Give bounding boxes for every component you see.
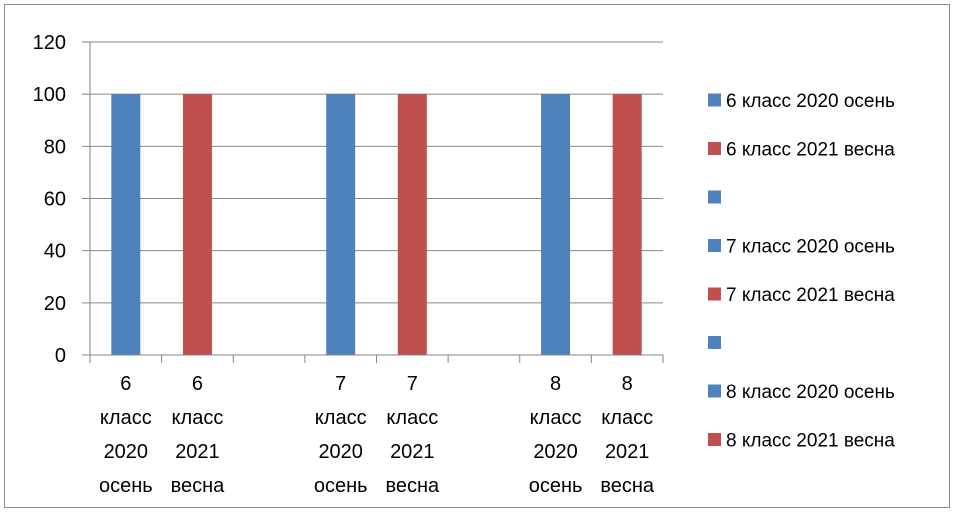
x-tick-label: класс <box>315 407 367 429</box>
legend-swatch <box>708 287 721 301</box>
x-tick-label: 2020 <box>104 441 149 463</box>
x-tick-label: класс <box>100 407 152 429</box>
x-tick-label: 6 <box>120 373 131 395</box>
x-tick-label: осень <box>99 475 153 497</box>
legend-label: 6 класс 2021 весна <box>726 140 895 161</box>
legend-swatch <box>708 142 721 155</box>
legend-label: 8 класс 2020 осень <box>726 382 895 403</box>
y-tick-label: 0 <box>55 345 66 367</box>
y-tick-label: 60 <box>44 189 66 211</box>
x-tick-label: класс <box>530 407 582 429</box>
x-tick-label: весна <box>600 475 655 497</box>
x-tick-label: осень <box>529 475 583 497</box>
y-tick-label: 40 <box>44 241 66 263</box>
x-tick-label: класс <box>172 407 224 429</box>
x-tick-label: весна <box>171 475 226 497</box>
legend-swatch <box>708 384 721 398</box>
x-tick-label: 7 <box>407 373 418 395</box>
legend-label: 7 класс 2020 осень <box>726 237 895 258</box>
bar <box>397 94 427 356</box>
y-tick-label: 80 <box>44 136 66 158</box>
chart-frame <box>4 4 950 508</box>
bar <box>541 94 571 356</box>
y-tick-label: 20 <box>44 293 66 315</box>
y-tick-label: 120 <box>33 32 66 54</box>
x-tick-label: весна <box>385 475 440 497</box>
x-tick-label: 7 <box>335 373 346 395</box>
bar <box>612 94 642 356</box>
legend-swatch <box>708 190 721 204</box>
legend-swatch <box>708 93 721 107</box>
legend-label: 7 класс 2021 весна <box>726 285 895 306</box>
legend-swatch <box>708 433 721 446</box>
x-tick-label: класс <box>601 407 653 429</box>
x-tick-label: 8 <box>622 373 633 395</box>
x-tick-label: 2021 <box>175 441 220 463</box>
x-tick-label: осень <box>314 475 368 497</box>
legend-swatch <box>708 239 721 252</box>
x-tick-label: 2021 <box>605 441 650 463</box>
x-tick-label: класс <box>386 407 438 429</box>
bar <box>111 94 141 356</box>
legend-label: 8 класс 2021 весна <box>726 431 895 452</box>
y-tick-label: 100 <box>33 84 66 106</box>
x-tick-label: 6 <box>192 373 203 395</box>
x-tick-label: 8 <box>550 373 561 395</box>
legend-label: 6 класс 2020 осень <box>726 91 895 112</box>
legend-swatch <box>708 336 721 349</box>
x-tick-label: 2020 <box>533 441 578 463</box>
x-tick-label: 2020 <box>318 441 363 463</box>
bar <box>182 94 212 356</box>
x-tick-label: 2021 <box>390 441 435 463</box>
bar <box>326 94 356 356</box>
